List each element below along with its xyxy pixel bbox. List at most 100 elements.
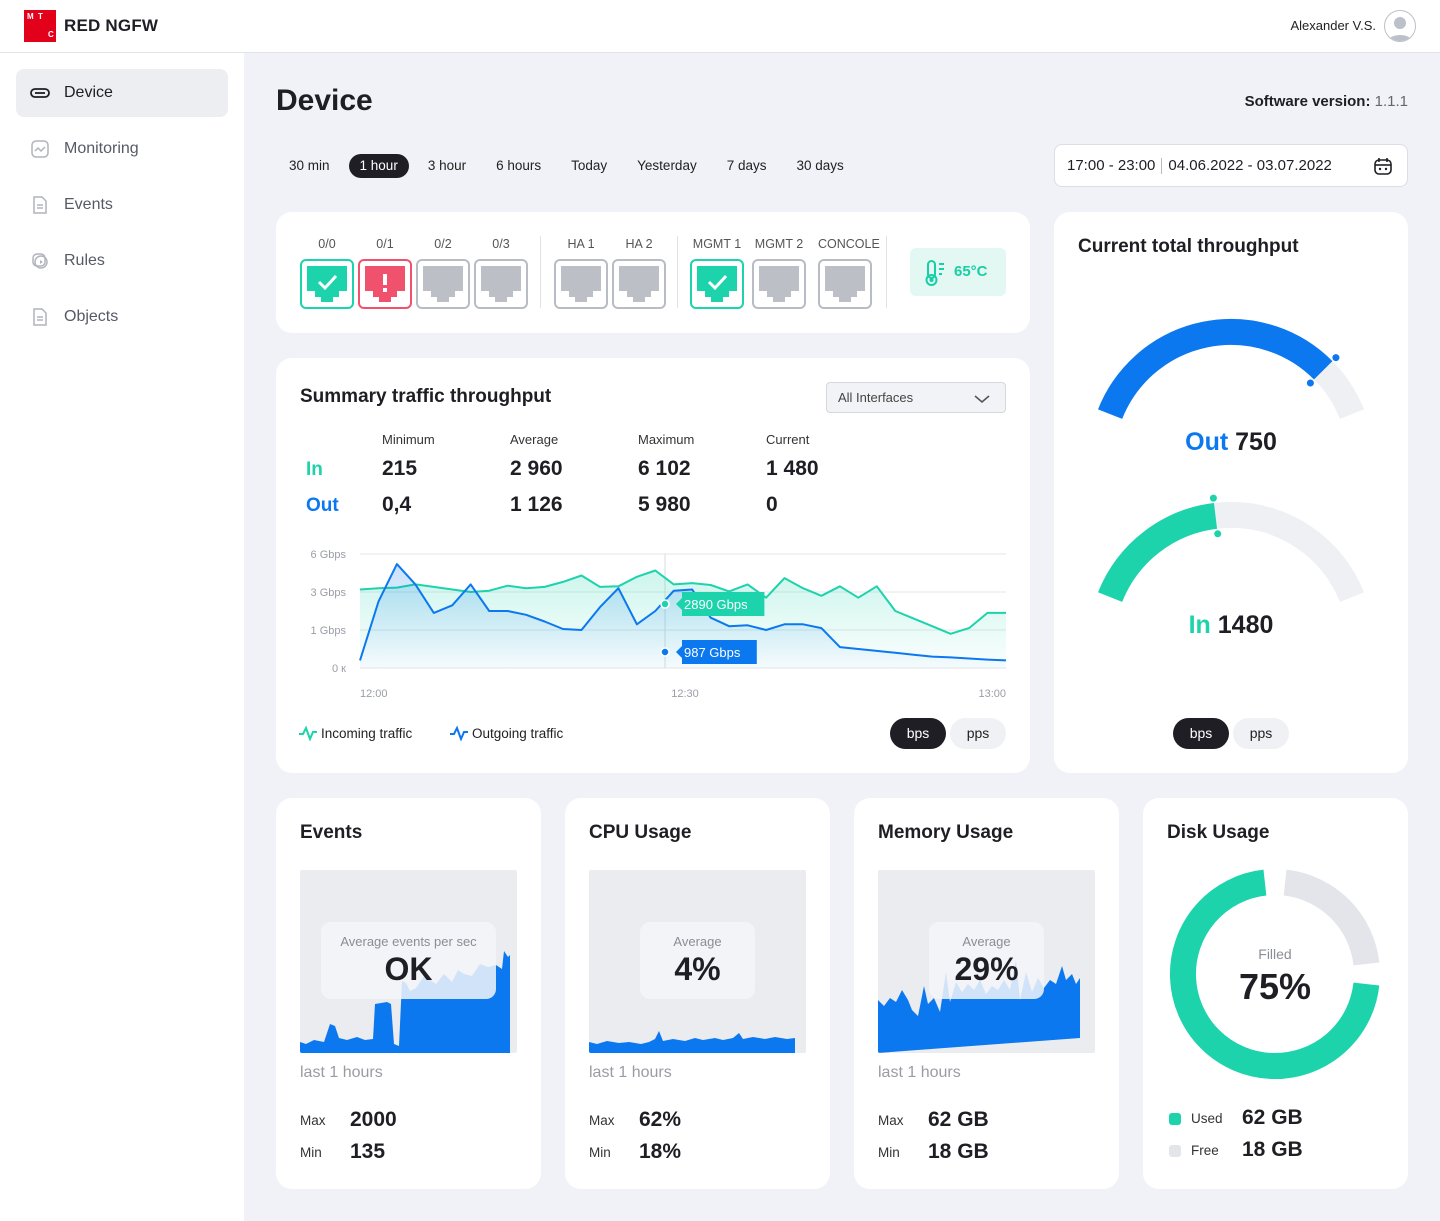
- date-range-picker[interactable]: 17:00 - 23:00 04.06.2022 - 03.07.2022: [1054, 144, 1408, 187]
- top-bar: М Т С RED NGFW Alexander V.S.: [0, 0, 1440, 53]
- summary-traffic-card: Summary traffic throughput: [276, 358, 1030, 773]
- tab-3-hour[interactable]: 3 hour: [427, 158, 467, 173]
- cpu-card: CPU Usage Average 4% last 1 hours Max 62…: [565, 798, 830, 1189]
- sidebar-item-device[interactable]: Device: [16, 69, 228, 117]
- out-maximum: 5 980: [638, 493, 691, 516]
- tab-6-hours[interactable]: 6 hours: [496, 158, 542, 173]
- port-0-2[interactable]: [416, 259, 470, 309]
- sidebar-item-events[interactable]: Events: [16, 181, 228, 229]
- disk-free-value: 18 GB: [1242, 1138, 1303, 1161]
- port-label-0-3: 0/3: [492, 237, 510, 251]
- port-error-icon: [365, 266, 405, 302]
- cpu-max-label: Max: [589, 1113, 615, 1128]
- monitoring-icon: [31, 140, 49, 158]
- x-tick-label: 13:00: [978, 688, 1006, 700]
- tab-today[interactable]: Today: [571, 158, 608, 173]
- cpu-max-value: 62%: [639, 1108, 682, 1131]
- throughput-unit-bps-button[interactable]: bps: [1173, 718, 1229, 749]
- port-0-1[interactable]: [358, 259, 412, 309]
- port-label-mgmt-2: MGMT 2: [754, 237, 804, 251]
- avatar[interactable]: [1384, 10, 1416, 42]
- disk-title: Disk Usage: [1167, 822, 1270, 843]
- memory-average-label: Average: [962, 934, 1011, 949]
- out-current: 0: [766, 493, 778, 516]
- port-ha-2[interactable]: [612, 259, 666, 309]
- divider: [886, 236, 887, 308]
- throughput-gauges: [1098, 318, 1364, 603]
- traffic-chart: 6 Gbps 3 Gbps 1 Gbps 0 к 12:00 12:30 13:00 2890…: [311, 549, 1007, 700]
- x-tick-label: 12:30: [671, 688, 699, 700]
- unit-bps-button[interactable]: bps: [890, 718, 946, 749]
- software-label: Software version:: [1244, 93, 1371, 110]
- events-max-value: 2000: [350, 1108, 397, 1131]
- port-0-0[interactable]: [300, 259, 354, 309]
- logo-letter: Т: [38, 12, 43, 21]
- tab-yesterday[interactable]: Yesterday: [637, 158, 697, 173]
- tooltip-point[interactable]: [660, 599, 670, 609]
- events-icon: [33, 196, 47, 214]
- disk-card: Disk Usage Filled 75% Used 62 GB Free 18…: [1143, 798, 1408, 1189]
- row-label-in: In: [306, 459, 323, 480]
- gauge-out-value: 750: [1235, 428, 1277, 456]
- port-ha-1[interactable]: [554, 259, 608, 309]
- date-range-dates: 04.06.2022 - 03.07.2022: [1168, 157, 1332, 174]
- out-average: 1 126: [510, 493, 563, 516]
- sidebar-item-rules[interactable]: Rules: [16, 237, 228, 285]
- tooltip-point[interactable]: [660, 647, 670, 657]
- memory-average-box: Average 29%: [929, 922, 1044, 999]
- legend-outgoing: Outgoing traffic: [449, 725, 563, 742]
- tooltip-label: 987 Gbps: [684, 645, 741, 660]
- unit-pps-button[interactable]: pps: [950, 718, 1006, 749]
- gauge-in-readout: In 1480: [1081, 611, 1381, 640]
- memory-max-label: Max: [878, 1113, 904, 1128]
- disk-filled-value: 75%: [1238, 966, 1312, 1007]
- sidebar-item-objects[interactable]: Objects: [16, 293, 228, 341]
- legend-incoming-label: Incoming traffic: [321, 726, 413, 741]
- memory-card: Memory Usage Average 29% last 1 hours Ma…: [854, 798, 1119, 1189]
- in-gauge-marker: [1214, 530, 1222, 538]
- cpu-area: [589, 1031, 795, 1053]
- tab-30-min[interactable]: 30 min: [289, 158, 330, 173]
- interface-select[interactable]: All Interfaces: [826, 382, 1006, 413]
- calendar-icon[interactable]: [1373, 156, 1393, 176]
- pulse-icon: [299, 725, 317, 742]
- tab-30-days[interactable]: 30 days: [796, 158, 844, 173]
- port-concole[interactable]: [818, 259, 872, 309]
- logo-letter: С: [48, 30, 54, 39]
- disk-used-value: 62 GB: [1242, 1106, 1303, 1129]
- brand-name: RED NGFW: [64, 16, 159, 35]
- port-0-3[interactable]: [474, 259, 528, 309]
- cpu-title: CPU Usage: [589, 822, 692, 843]
- sidebar-item-monitoring[interactable]: Monitoring: [16, 125, 228, 173]
- memory-min-label: Min: [878, 1145, 900, 1160]
- objects-icon: [33, 308, 47, 326]
- temperature-value: 65°C: [954, 263, 988, 280]
- port-mgmt-1[interactable]: [690, 259, 744, 309]
- tab-1-hour[interactable]: 1 hour: [348, 154, 409, 178]
- memory-chart: Average 29%: [878, 870, 1095, 1053]
- user-name[interactable]: Alexander V.S.: [1290, 18, 1376, 33]
- device-icon: [30, 88, 50, 98]
- tab-7-days[interactable]: 7 days: [726, 158, 767, 173]
- y-tick-label: 3 Gbps: [311, 587, 347, 599]
- memory-title: Memory Usage: [878, 822, 1014, 843]
- port-label-0-1: 0/1: [376, 237, 394, 251]
- out-gauge-marker: [1332, 354, 1340, 362]
- col-header-maximum: Maximum: [638, 432, 695, 447]
- events-min-label: Min: [300, 1145, 322, 1160]
- temperature-badge: 65°C: [910, 248, 1006, 296]
- port-mgmt-2[interactable]: [752, 259, 806, 309]
- brand-logo[interactable]: М Т С: [24, 10, 56, 42]
- row-label-out: Out: [306, 495, 339, 516]
- sidebar-item-label: Objects: [64, 308, 119, 325]
- events-average-value: OK: [384, 951, 433, 987]
- out-gauge-fill: [1098, 318, 1333, 420]
- col-header-average: Average: [510, 432, 559, 447]
- gauge-in-label: In: [1188, 611, 1211, 639]
- throughput-unit-pps-button[interactable]: pps: [1233, 718, 1289, 749]
- gauge-out-readout: Out 750: [1081, 428, 1381, 457]
- sidebar-item-label: Monitoring: [64, 140, 139, 157]
- port-icon: [619, 266, 659, 302]
- legend-used-swatch: [1169, 1113, 1181, 1125]
- in-gauge-fill: [1098, 502, 1218, 603]
